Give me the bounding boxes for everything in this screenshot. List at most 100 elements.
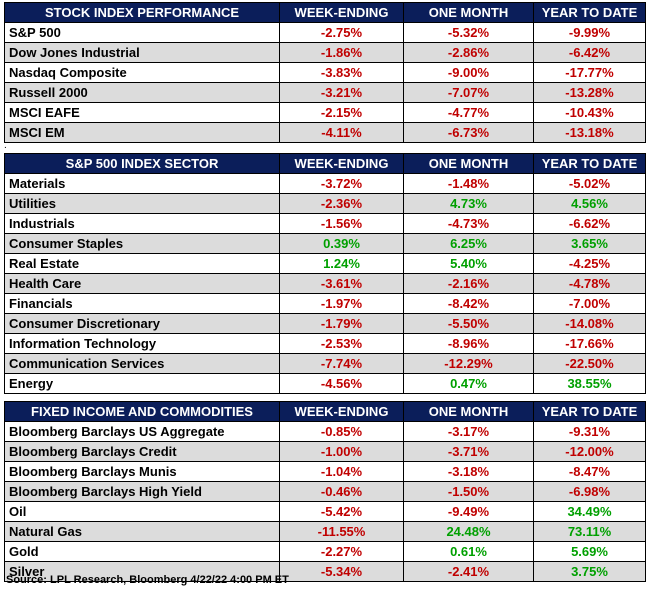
value-cell: -2.15% bbox=[279, 102, 404, 123]
row-label: Financials bbox=[4, 293, 280, 314]
value-cell: -9.99% bbox=[533, 22, 646, 43]
table-row: Real Estate 1.24% 5.40% -4.25% bbox=[4, 253, 646, 274]
value-cell: -2.86% bbox=[403, 42, 534, 63]
row-label: Russell 2000 bbox=[4, 82, 280, 103]
value-cell: 4.56% bbox=[533, 193, 646, 214]
value-cell: -3.61% bbox=[279, 273, 404, 294]
value-cell: 0.47% bbox=[403, 373, 534, 394]
column-header: YEAR TO DATE bbox=[533, 153, 646, 174]
value-cell: -9.31% bbox=[533, 421, 646, 442]
value-cell: -1.00% bbox=[279, 441, 404, 462]
value-cell: -3.71% bbox=[403, 441, 534, 462]
table-row: Bloomberg Barclays Credit -1.00% -3.71% -12… bbox=[4, 441, 646, 462]
value-cell: -2.75% bbox=[279, 22, 404, 43]
stock-index-table: STOCK INDEX PERFORMANCE WEEK-ENDING ONE MO… bbox=[4, 2, 646, 143]
value-cell: -8.96% bbox=[403, 333, 534, 354]
value-cell: -0.46% bbox=[279, 481, 404, 502]
value-cell: -4.25% bbox=[533, 253, 646, 274]
table-row: Health Care -3.61% -2.16% -4.78% bbox=[4, 273, 646, 294]
row-label: Bloomberg Barclays Munis bbox=[4, 461, 280, 482]
value-cell: -9.49% bbox=[403, 501, 534, 522]
value-cell: -3.21% bbox=[279, 82, 404, 103]
table-row: Bloomberg Barclays Munis -1.04% -3.18% -8.4… bbox=[4, 461, 646, 482]
row-label: Communication Services bbox=[4, 353, 280, 374]
table-row: Bloomberg Barclays High Yield -0.46% -1.50… bbox=[4, 481, 646, 502]
row-label: Dow Jones Industrial bbox=[4, 42, 280, 63]
row-label: Gold bbox=[4, 541, 280, 562]
row-label: Real Estate bbox=[4, 253, 280, 274]
table-row: MSCI EAFE -2.15% -4.77% -10.43% bbox=[4, 102, 646, 123]
table-header-row: FIXED INCOME AND COMMODITIES WEEK-ENDING O… bbox=[4, 401, 646, 422]
value-cell: -2.41% bbox=[403, 561, 534, 582]
value-cell: -4.73% bbox=[403, 213, 534, 234]
table-row: Consumer Staples 0.39% 6.25% 3.65% bbox=[4, 233, 646, 254]
value-cell: 24.48% bbox=[403, 521, 534, 542]
table-row: Industrials -1.56% -4.73% -6.62% bbox=[4, 213, 646, 234]
value-cell: -4.77% bbox=[403, 102, 534, 123]
value-cell: -12.29% bbox=[403, 353, 534, 374]
value-cell: 73.11% bbox=[533, 521, 646, 542]
value-cell: -3.72% bbox=[279, 173, 404, 194]
separator-dot: . bbox=[4, 140, 7, 151]
value-cell: 38.55% bbox=[533, 373, 646, 394]
table-row: Bloomberg Barclays US Aggregate -0.85% -3.… bbox=[4, 421, 646, 442]
column-header: S&P 500 INDEX SECTOR bbox=[4, 153, 280, 174]
value-cell: 5.69% bbox=[533, 541, 646, 562]
table-row: Consumer Discretionary -1.79% -5.50% -14.08… bbox=[4, 313, 646, 334]
table-row: Utilities -2.36% 4.73% 4.56% bbox=[4, 193, 646, 214]
table-row: Russell 2000 -3.21% -7.07% -13.28% bbox=[4, 82, 646, 103]
row-label: Industrials bbox=[4, 213, 280, 234]
value-cell: -13.28% bbox=[533, 82, 646, 103]
value-cell: -4.56% bbox=[279, 373, 404, 394]
value-cell: -1.86% bbox=[279, 42, 404, 63]
row-label: Oil bbox=[4, 501, 280, 522]
column-header: FIXED INCOME AND COMMODITIES bbox=[4, 401, 280, 422]
column-header: WEEK-ENDING bbox=[279, 2, 404, 23]
value-cell: -13.18% bbox=[533, 122, 646, 143]
value-cell: -5.32% bbox=[403, 22, 534, 43]
value-cell: -1.48% bbox=[403, 173, 534, 194]
table-row: Information Technology -2.53% -8.96% -17.66… bbox=[4, 333, 646, 354]
row-label: Consumer Discretionary bbox=[4, 313, 280, 334]
value-cell: -11.55% bbox=[279, 521, 404, 542]
value-cell: -22.50% bbox=[533, 353, 646, 374]
value-cell: -17.77% bbox=[533, 62, 646, 83]
value-cell: -6.98% bbox=[533, 481, 646, 502]
value-cell: 3.75% bbox=[533, 561, 646, 582]
value-cell: -4.11% bbox=[279, 122, 404, 143]
row-label: Energy bbox=[4, 373, 280, 394]
column-header: ONE MONTH bbox=[403, 153, 534, 174]
value-cell: -7.74% bbox=[279, 353, 404, 374]
value-cell: -6.62% bbox=[533, 213, 646, 234]
value-cell: 0.61% bbox=[403, 541, 534, 562]
row-label: Information Technology bbox=[4, 333, 280, 354]
value-cell: -2.16% bbox=[403, 273, 534, 294]
value-cell: 3.65% bbox=[533, 233, 646, 254]
row-label: Utilities bbox=[4, 193, 280, 214]
table-row: Financials -1.97% -8.42% -7.00% bbox=[4, 293, 646, 314]
value-cell: -8.42% bbox=[403, 293, 534, 314]
table-header-row: S&P 500 INDEX SECTOR WEEK-ENDING ONE MONTH… bbox=[4, 153, 646, 174]
value-cell: 4.73% bbox=[403, 193, 534, 214]
row-label: Nasdaq Composite bbox=[4, 62, 280, 83]
row-label: MSCI EM bbox=[4, 122, 280, 143]
value-cell: -1.97% bbox=[279, 293, 404, 314]
value-cell: -6.73% bbox=[403, 122, 534, 143]
row-label: Materials bbox=[4, 173, 280, 194]
value-cell: -4.78% bbox=[533, 273, 646, 294]
value-cell: -12.00% bbox=[533, 441, 646, 462]
value-cell: 5.40% bbox=[403, 253, 534, 274]
value-cell: -5.42% bbox=[279, 501, 404, 522]
value-cell: -14.08% bbox=[533, 313, 646, 334]
value-cell: -0.85% bbox=[279, 421, 404, 442]
value-cell: -1.79% bbox=[279, 313, 404, 334]
row-label: S&P 500 bbox=[4, 22, 280, 43]
table-row: Energy -4.56% 0.47% 38.55% bbox=[4, 373, 646, 394]
value-cell: -5.02% bbox=[533, 173, 646, 194]
table-header-row: STOCK INDEX PERFORMANCE WEEK-ENDING ONE MO… bbox=[4, 2, 646, 23]
table-row: Dow Jones Industrial -1.86% -2.86% -6.42% bbox=[4, 42, 646, 63]
value-cell: -9.00% bbox=[403, 62, 534, 83]
value-cell: -5.34% bbox=[279, 561, 404, 582]
value-cell: -3.18% bbox=[403, 461, 534, 482]
sector-table: S&P 500 INDEX SECTOR WEEK-ENDING ONE MONTH… bbox=[4, 153, 646, 394]
